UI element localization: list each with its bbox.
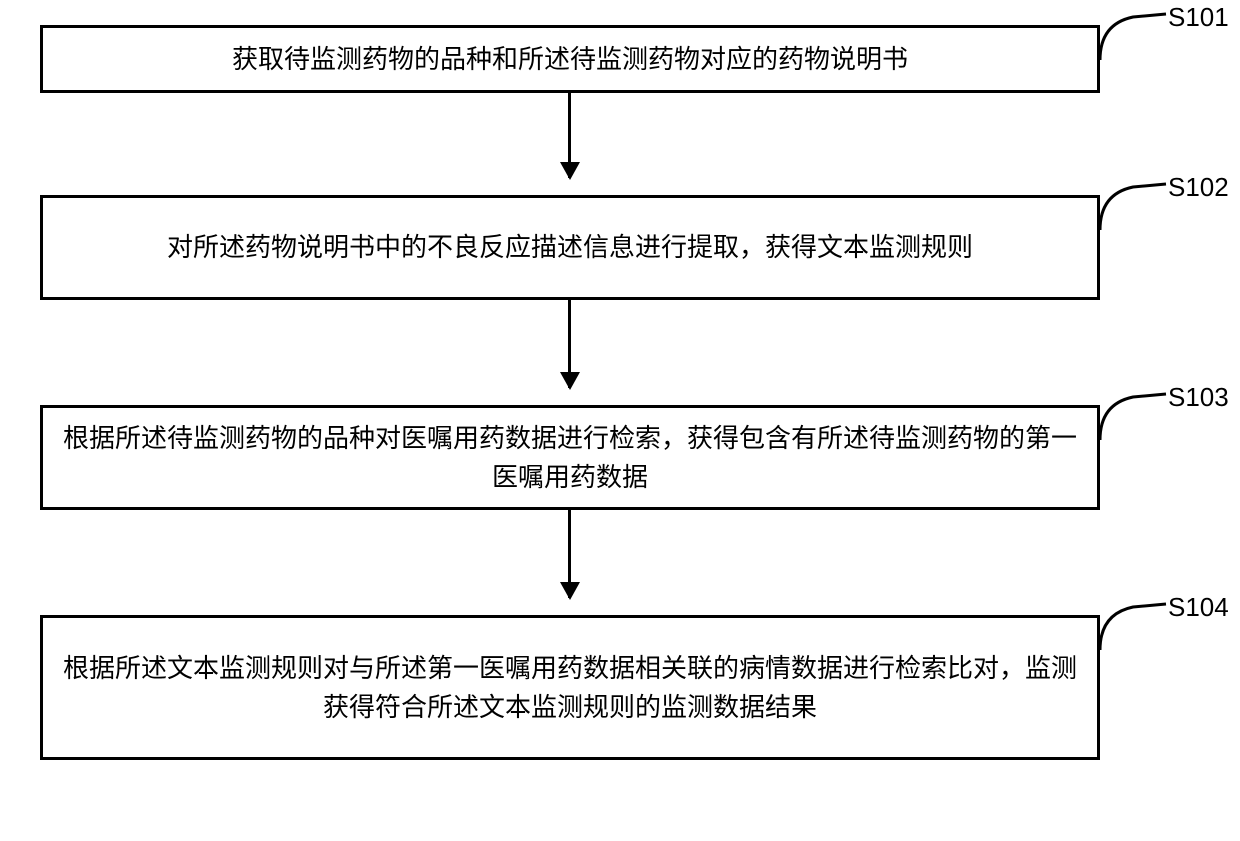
- connector-curve-s104: [1098, 602, 1168, 652]
- connector-curve-s102: [1098, 182, 1168, 232]
- arrow-1: [568, 93, 571, 178]
- step-text: 根据所述待监测药物的品种对医嘱用药数据进行检索，获得包含有所述待监测药物的第一医…: [63, 419, 1077, 497]
- flowchart-container: 获取待监测药物的品种和所述待监测药物对应的药物说明书 S101 对所述药物说明书…: [0, 0, 1240, 841]
- step-text: 获取待监测药物的品种和所述待监测药物对应的药物说明书: [232, 40, 908, 79]
- step-box-s103: 根据所述待监测药物的品种对医嘱用药数据进行检索，获得包含有所述待监测药物的第一医…: [40, 405, 1100, 510]
- step-label-s104: S104: [1168, 592, 1229, 623]
- step-label-s102: S102: [1168, 172, 1229, 203]
- arrow-2: [568, 300, 571, 388]
- connector-curve-s101: [1098, 12, 1168, 62]
- step-label-s101: S101: [1168, 2, 1229, 33]
- step-text: 对所述药物说明书中的不良反应描述信息进行提取，获得文本监测规则: [167, 228, 973, 267]
- step-label-s103: S103: [1168, 382, 1229, 413]
- arrow-3: [568, 510, 571, 598]
- step-box-s104: 根据所述文本监测规则对与所述第一医嘱用药数据相关联的病情数据进行检索比对，监测获…: [40, 615, 1100, 760]
- step-box-s102: 对所述药物说明书中的不良反应描述信息进行提取，获得文本监测规则: [40, 195, 1100, 300]
- step-text: 根据所述文本监测规则对与所述第一医嘱用药数据相关联的病情数据进行检索比对，监测获…: [63, 649, 1077, 727]
- connector-curve-s103: [1098, 392, 1168, 442]
- step-box-s101: 获取待监测药物的品种和所述待监测药物对应的药物说明书: [40, 25, 1100, 93]
